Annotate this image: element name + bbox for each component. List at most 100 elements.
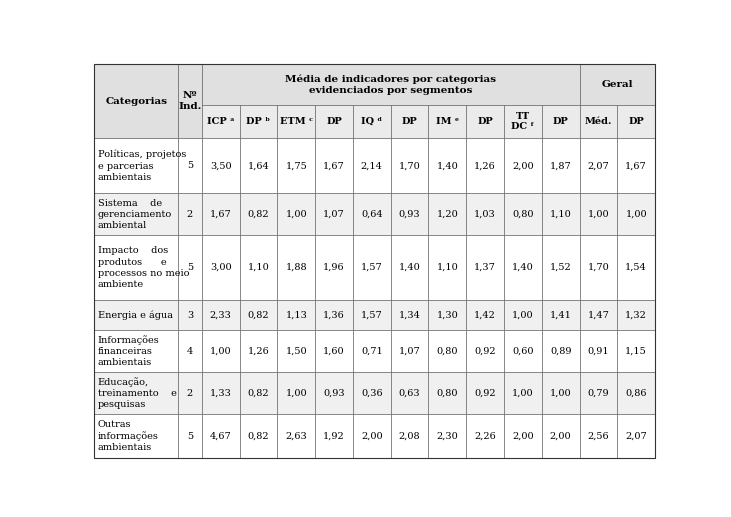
Text: 1,47: 1,47 xyxy=(588,311,610,320)
Text: 1,00: 1,00 xyxy=(626,210,647,219)
Bar xyxy=(240,372,277,414)
Text: Políticas, projetos
e parcerias
ambientais: Políticas, projetos e parcerias ambienta… xyxy=(98,150,186,181)
Text: 0,82: 0,82 xyxy=(248,389,269,398)
Text: IQ ᵈ: IQ ᵈ xyxy=(361,117,382,126)
Text: 2: 2 xyxy=(187,389,193,398)
Bar xyxy=(542,105,580,139)
Text: 2,07: 2,07 xyxy=(588,161,610,170)
Text: 1,40: 1,40 xyxy=(512,263,534,272)
Text: ICP ᵃ: ICP ᵃ xyxy=(207,117,235,126)
Text: 5: 5 xyxy=(187,161,193,170)
Text: 1,00: 1,00 xyxy=(588,210,609,219)
Text: 2,30: 2,30 xyxy=(436,432,458,440)
Text: 1,33: 1,33 xyxy=(210,389,232,398)
Bar xyxy=(466,372,504,414)
Bar xyxy=(202,300,240,330)
Bar xyxy=(353,300,390,330)
Text: 0,92: 0,92 xyxy=(474,347,496,356)
Bar xyxy=(617,330,655,372)
Text: 1,07: 1,07 xyxy=(398,347,420,356)
Bar xyxy=(428,414,466,458)
Bar xyxy=(353,330,390,372)
Bar xyxy=(466,414,504,458)
Text: 0,80: 0,80 xyxy=(436,389,458,398)
Text: 0,79: 0,79 xyxy=(588,389,609,398)
Text: 1,54: 1,54 xyxy=(625,263,647,272)
Bar xyxy=(315,414,353,458)
Bar xyxy=(202,64,580,105)
Bar xyxy=(202,235,240,300)
Bar xyxy=(617,193,655,235)
Bar xyxy=(542,300,580,330)
Text: 1,67: 1,67 xyxy=(625,161,647,170)
Bar xyxy=(315,235,353,300)
Bar xyxy=(580,105,617,139)
Text: 2,07: 2,07 xyxy=(625,432,647,440)
Bar xyxy=(353,372,390,414)
Text: 2,00: 2,00 xyxy=(361,432,382,440)
Text: 1,00: 1,00 xyxy=(286,210,307,219)
Text: 2,56: 2,56 xyxy=(588,432,609,440)
Bar xyxy=(542,414,580,458)
Bar xyxy=(617,235,655,300)
Bar xyxy=(617,414,655,458)
Bar xyxy=(390,193,428,235)
Bar xyxy=(94,414,178,458)
Text: 1,57: 1,57 xyxy=(361,311,383,320)
Bar xyxy=(178,372,202,414)
Bar xyxy=(390,300,428,330)
Bar xyxy=(466,105,504,139)
Bar xyxy=(240,414,277,458)
Text: 1,75: 1,75 xyxy=(285,161,307,170)
Text: 3,00: 3,00 xyxy=(210,263,232,272)
Bar xyxy=(315,330,353,372)
Bar xyxy=(277,300,315,330)
Text: 1,10: 1,10 xyxy=(550,210,572,219)
Bar xyxy=(504,193,542,235)
Text: 1,52: 1,52 xyxy=(550,263,572,272)
Text: 5: 5 xyxy=(187,263,193,272)
Text: 1,30: 1,30 xyxy=(436,311,458,320)
Bar xyxy=(504,372,542,414)
Text: DP: DP xyxy=(402,117,417,126)
Bar xyxy=(580,372,617,414)
Bar xyxy=(240,235,277,300)
Text: 1,42: 1,42 xyxy=(474,311,496,320)
Text: 0,86: 0,86 xyxy=(626,389,647,398)
Bar xyxy=(353,139,390,193)
Bar xyxy=(277,414,315,458)
Text: 2: 2 xyxy=(187,210,193,219)
Text: 0,93: 0,93 xyxy=(399,210,420,219)
Text: 2,00: 2,00 xyxy=(550,432,572,440)
Text: 2,00: 2,00 xyxy=(512,432,534,440)
Bar xyxy=(428,193,466,235)
Bar xyxy=(580,193,617,235)
Bar xyxy=(277,193,315,235)
Text: 0,63: 0,63 xyxy=(399,389,420,398)
Text: 5: 5 xyxy=(187,432,193,440)
Bar xyxy=(390,414,428,458)
Text: DP: DP xyxy=(477,117,493,126)
Bar xyxy=(580,300,617,330)
Text: 2,63: 2,63 xyxy=(285,432,307,440)
Text: Categorias: Categorias xyxy=(105,97,167,105)
Bar xyxy=(277,105,315,139)
Text: 2,33: 2,33 xyxy=(210,311,232,320)
Bar xyxy=(390,330,428,372)
Bar xyxy=(202,414,240,458)
Bar xyxy=(504,105,542,139)
Text: Méd.: Méd. xyxy=(585,117,612,126)
Text: 1,36: 1,36 xyxy=(323,311,345,320)
Text: 0,93: 0,93 xyxy=(323,389,345,398)
Text: 0,92: 0,92 xyxy=(474,389,496,398)
Text: ETM ᶜ: ETM ᶜ xyxy=(280,117,313,126)
Text: 1,92: 1,92 xyxy=(323,432,345,440)
Text: 1,03: 1,03 xyxy=(474,210,496,219)
Bar xyxy=(353,414,390,458)
Text: 1,00: 1,00 xyxy=(512,311,534,320)
Text: DP: DP xyxy=(629,117,644,126)
Text: DP ᵇ: DP ᵇ xyxy=(246,117,270,126)
Text: 1,26: 1,26 xyxy=(248,347,270,356)
Text: 0,80: 0,80 xyxy=(436,347,458,356)
Bar xyxy=(94,372,178,414)
